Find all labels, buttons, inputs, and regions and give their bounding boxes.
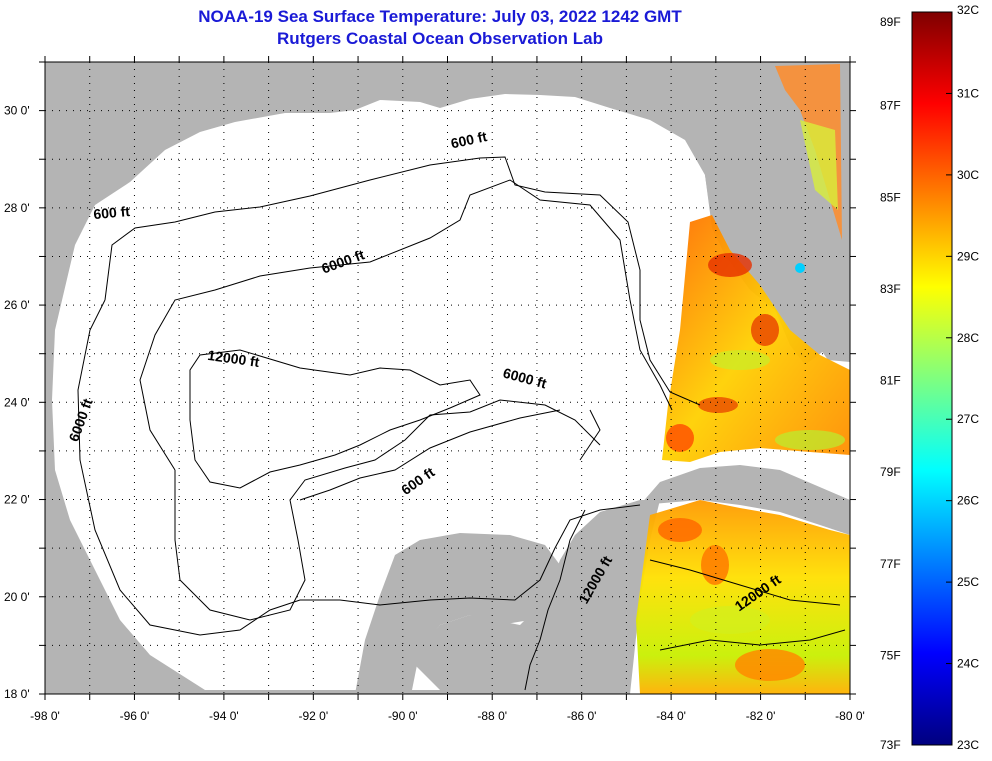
colorbar-f-label: 87F [880, 99, 901, 113]
colorbar-f-label: 79F [880, 465, 901, 479]
colorbar-f-label: 77F [880, 557, 901, 571]
colorbar-c-label: 31C [957, 86, 979, 100]
y-tick-label: 28 0' [4, 201, 30, 215]
y-tick-label: 26 0' [4, 298, 30, 312]
colorbar-c-label: 28C [957, 331, 979, 345]
colorbar-c-label: 23C [957, 738, 979, 752]
y-tick-label: 22 0' [4, 493, 30, 507]
y-tick-label: 18 0' [4, 687, 30, 701]
y-tick-label: 30 0' [4, 104, 30, 118]
colorbar-f-label: 81F [880, 374, 901, 388]
colorbar-c-label: 30C [957, 168, 979, 182]
bathymetry-contours [77, 156, 846, 691]
colorbar-c-label: 29C [957, 249, 979, 263]
colorbar-f-label: 75F [880, 648, 901, 662]
colorbar-c-label: 24C [957, 657, 979, 671]
x-tick-label: -92 0' [299, 709, 329, 723]
map-title: NOAA-19 Sea Surface Temperature: July 03… [198, 7, 682, 26]
temperature-colorbar: 89F 87F 85F 83F 81F 79F 77F 75F 73F 32C 31C 30C 29C… [880, 3, 979, 752]
colorbar-f-label: 73F [880, 738, 901, 752]
y-tick-label: 20 0' [4, 590, 30, 604]
colorbar-c-label: 27C [957, 412, 979, 426]
axis-ticks [39, 56, 856, 700]
x-tick-label: -82 0' [746, 709, 776, 723]
x-tick-label: -94 0' [209, 709, 239, 723]
colorbar-celsius-labels: 32C 31C 30C 29C 28C 27C 26C 25C 24C 23C [946, 3, 979, 752]
x-tick-label: -96 0' [120, 709, 150, 723]
colorbar-c-label: 25C [957, 575, 979, 589]
x-tick-label: -84 0' [656, 709, 686, 723]
contour-label: 12000 ft [207, 347, 261, 370]
x-tick-label: -88 0' [477, 709, 507, 723]
x-axis-labels: -98 0' -96 0' -94 0' -92 0' -90 0' -88 0' -86 … [30, 709, 865, 723]
x-tick-label: -80 0' [835, 709, 865, 723]
colorbar-c-label: 26C [957, 494, 979, 508]
colorbar-gradient [911, 11, 953, 746]
sst-swath-atlantic [775, 64, 842, 240]
colorbar-fahrenheit-labels: 89F 87F 85F 83F 81F 79F 77F 75F 73F [880, 15, 901, 752]
x-tick-label: -98 0' [30, 709, 60, 723]
x-tick-label: -90 0' [388, 709, 418, 723]
contour-label: 600 ft [93, 203, 131, 222]
yucatan-land [355, 533, 560, 694]
contour-label: 600 ft [449, 128, 488, 151]
colorbar-f-label: 89F [880, 15, 901, 29]
graticule [45, 62, 850, 694]
colorbar-c-label: 32C [957, 3, 979, 17]
map-subtitle: Rutgers Coastal Ocean Observation Lab [277, 29, 603, 48]
y-axis-labels: 18 0' 20 0' 22 0' 24 0' 26 0' 28 0' 30 0' [4, 104, 30, 701]
colorbar-f-label: 85F [880, 190, 901, 204]
y-tick-label: 24 0' [4, 395, 30, 409]
colorbar-f-label: 83F [880, 282, 901, 296]
x-tick-label: -86 0' [567, 709, 597, 723]
